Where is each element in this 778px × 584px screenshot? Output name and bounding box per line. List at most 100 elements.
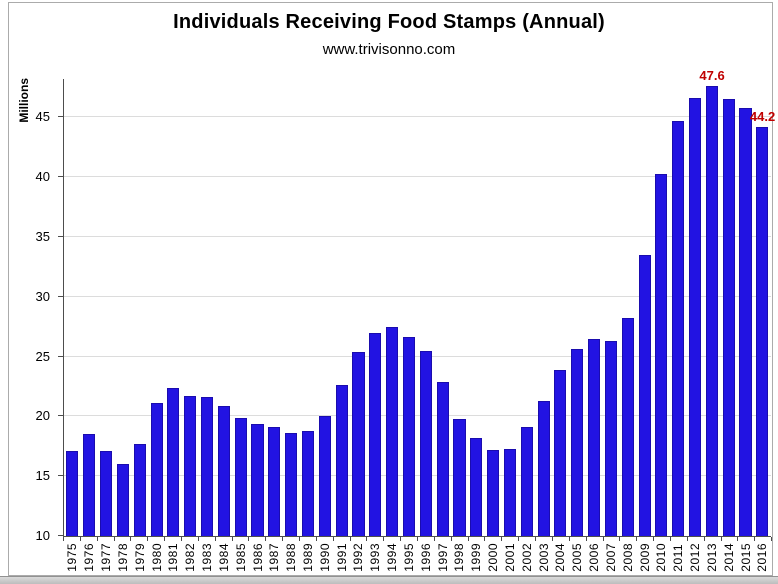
x-axis-label-1992: 1992 (351, 543, 366, 572)
bar-slot (350, 79, 367, 536)
bar-1997 (436, 381, 449, 536)
x-label-cell: 1999 (468, 543, 485, 572)
x-tick (519, 537, 537, 541)
x-tick (148, 537, 166, 541)
x-tick (671, 537, 688, 541)
x-label-cell: 2003 (535, 543, 552, 572)
x-tick (418, 537, 435, 541)
bar-slot (367, 79, 384, 536)
gridline (64, 475, 771, 477)
bar-2006 (588, 338, 601, 536)
bar-2008 (621, 318, 634, 536)
bar-1985 (234, 417, 247, 536)
bar-slot (720, 79, 737, 536)
bar-2005 (571, 349, 584, 536)
plot-area: 47.6 44.2 (63, 68, 775, 537)
x-tick (351, 537, 368, 541)
bar-slot (552, 79, 569, 536)
x-axis-label-1994: 1994 (385, 543, 400, 572)
x-axis-label-2001: 2001 (502, 543, 517, 572)
x-axis-labels: 1975 1976 1977 1978 1979 1980 1981 1982 1983 1984… (64, 543, 771, 572)
bar-slot (754, 79, 771, 536)
x-tick (722, 537, 739, 541)
x-label-cell: 2004 (552, 543, 569, 572)
bar-slot (703, 79, 720, 536)
y-tick-mark (58, 355, 63, 357)
bar-1984 (217, 405, 230, 536)
x-tick (249, 537, 267, 541)
x-label-cell: 1979 (131, 543, 148, 572)
x-label-cell: 1998 (451, 543, 468, 572)
x-tick (182, 537, 199, 541)
bar-1998 (453, 418, 466, 536)
x-tick (266, 537, 284, 541)
y-axis: 10 15 20 25 30 35 40 45 (0, 79, 63, 543)
window-bottom-band (0, 576, 778, 584)
bar-slot (131, 79, 148, 536)
x-label-cell: 1982 (182, 543, 199, 572)
bar-1983 (200, 397, 214, 536)
x-tick (738, 537, 756, 541)
x-axis-label-2008: 2008 (620, 543, 635, 572)
x-axis-label-1990: 1990 (317, 543, 332, 572)
x-tick (300, 537, 317, 541)
x-axis-label-1998: 1998 (452, 543, 467, 572)
x-tick (536, 537, 553, 541)
x-axis-label-2012: 2012 (688, 543, 703, 572)
bar-1976 (83, 434, 96, 536)
x-label-cell: 2002 (518, 543, 535, 572)
bar-slot (451, 79, 468, 536)
x-axis-label-1993: 1993 (368, 543, 383, 572)
x-axis-label-2004: 2004 (553, 543, 568, 572)
x-label-cell: 1985 (232, 543, 249, 572)
y-tick-label: 35 (35, 228, 50, 244)
bar-2016 (756, 126, 769, 536)
x-label-cell: 1977 (98, 543, 115, 572)
x-label-cell: 2014 (720, 543, 737, 572)
bar-2004 (554, 369, 567, 536)
bar-slot (518, 79, 535, 536)
x-axis-label-1976: 1976 (82, 543, 97, 572)
x-axis-label-2000: 2000 (486, 543, 501, 572)
x-label-cell: 1997 (434, 543, 451, 572)
bar-slot (737, 79, 754, 536)
x-label-cell: 2013 (703, 543, 720, 572)
bar-1994 (386, 326, 399, 536)
x-axis-label-2009: 2009 (637, 543, 652, 572)
x-label-cell: 2008 (619, 543, 636, 572)
bar-series (64, 79, 771, 536)
x-tick (384, 537, 402, 541)
x-axis-label-2003: 2003 (536, 543, 551, 572)
x-axis-label-1975: 1975 (65, 543, 80, 572)
x-tick (334, 537, 351, 541)
x-label-cell: 2006 (586, 543, 603, 572)
bar-1982 (184, 396, 197, 536)
bar-2010 (655, 173, 668, 536)
bar-slot (266, 79, 283, 536)
bar-2015 (739, 107, 752, 536)
bar-2011 (672, 120, 685, 536)
y-tick-mark (58, 475, 63, 477)
bar-slot (249, 79, 266, 536)
x-label-cell: 1989 (300, 543, 317, 572)
y-tick-mark (58, 116, 63, 118)
x-axis-label-1985: 1985 (233, 543, 248, 572)
bar-2002 (520, 427, 533, 536)
bar-slot (215, 79, 232, 536)
x-tick (199, 537, 216, 541)
chart-title: Individuals Receiving Food Stamps (Annua… (173, 11, 605, 33)
x-axis-label-2002: 2002 (519, 543, 534, 572)
gridline (64, 295, 771, 297)
bar-slot (653, 79, 670, 536)
x-label-cell: 1976 (81, 543, 98, 572)
bar-slot (535, 79, 552, 536)
x-tick (469, 537, 486, 541)
bar-slot (502, 79, 519, 536)
bar-1980 (150, 403, 163, 536)
x-label-cell: 1991 (333, 543, 350, 572)
y-tick-label: 15 (35, 468, 50, 484)
x-tick (587, 537, 604, 541)
x-axis-label-1987: 1987 (267, 543, 282, 572)
x-tick (502, 537, 520, 541)
x-tick (620, 537, 638, 541)
